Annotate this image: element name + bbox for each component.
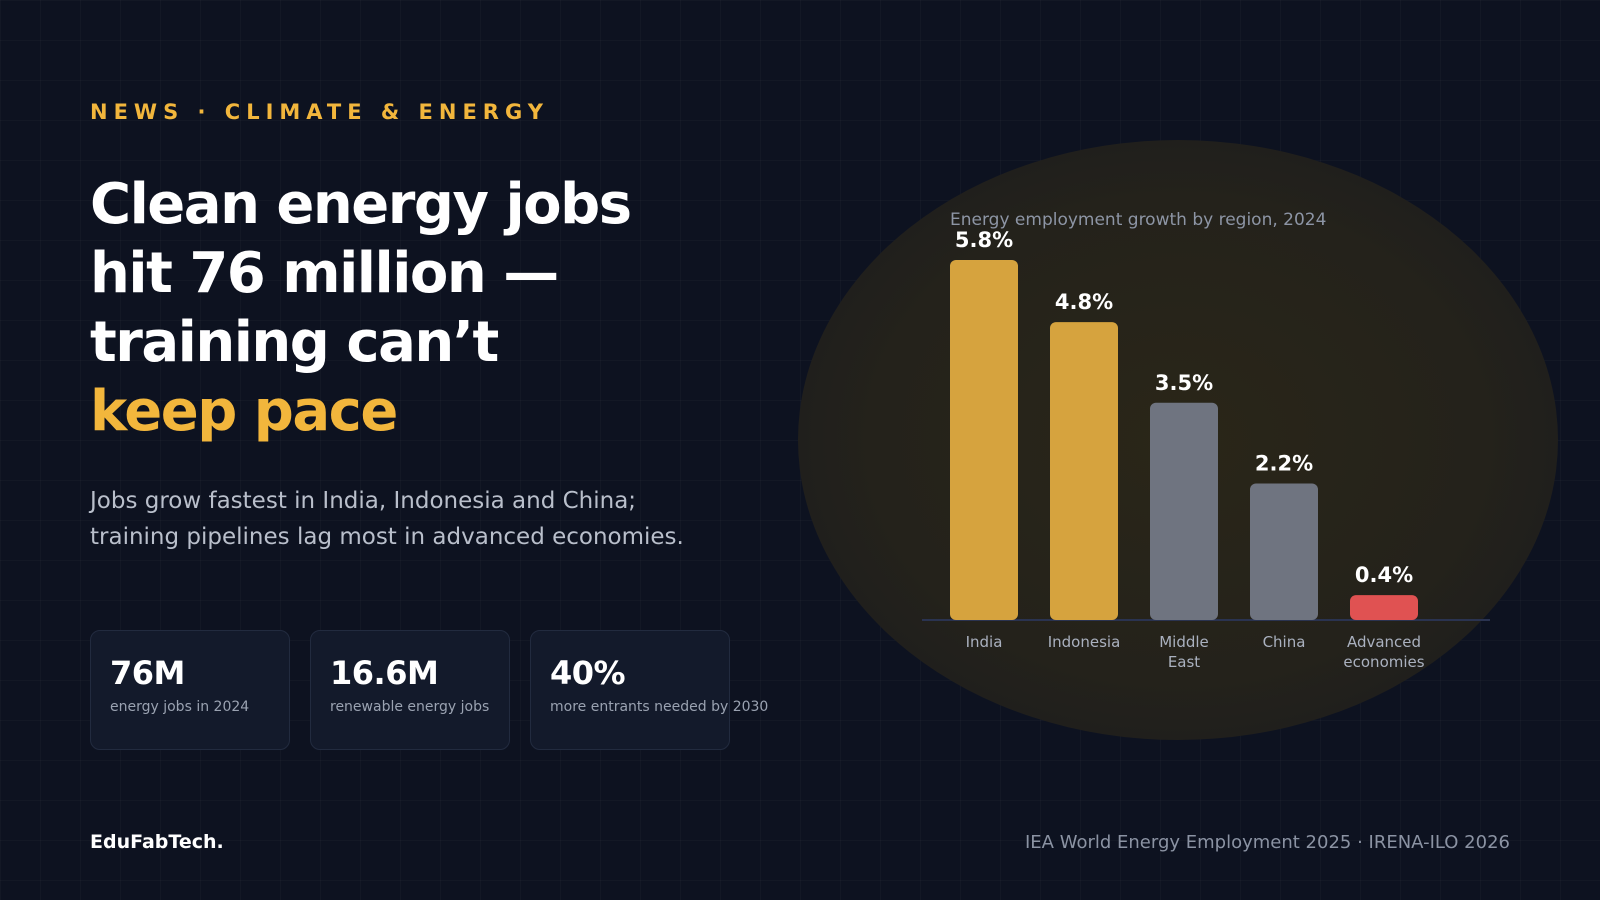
stat-card-entrants: 40% more entrants needed by 2030 <box>530 630 768 750</box>
headline-line-3: training can’t <box>90 310 499 375</box>
bar-2 <box>1150 402 1218 620</box>
bar-3 <box>1250 483 1318 620</box>
chart-title: Energy employment growth by region, 2024 <box>950 210 1326 230</box>
stat-card-jobs: 76M energy jobs in 2024 <box>90 630 290 750</box>
category-label: Indonesia <box>1048 633 1121 651</box>
source-note: IEA World Energy Employment 2025 · IRENA… <box>1025 832 1510 853</box>
category-label: Advanced economies <box>1343 633 1424 671</box>
section-kicker: NEWS · CLIMATE & ENERGY <box>90 100 549 124</box>
category-label: India <box>966 633 1003 651</box>
bar-value-label: 4.8% <box>1055 290 1113 314</box>
subtitle-line-2: training pipelines lag most in advanced … <box>90 524 684 550</box>
stat-label: energy jobs in 2024 <box>110 699 250 715</box>
headline-line-2: hit 76 million — <box>90 241 559 306</box>
chart-bars: 5.8% India 4.8% Indonesia 3.5% Middle East 2.2%… <box>950 228 1425 671</box>
bar-value-label: 2.2% <box>1255 451 1313 475</box>
bar-value-label: 3.5% <box>1155 371 1213 395</box>
stat-cards: 76M energy jobs in 2024 16.6M renewable … <box>90 630 768 750</box>
stat-label: renewable energy jobs <box>330 699 490 715</box>
bar-value-label: 5.8% <box>955 228 1013 252</box>
bar-1 <box>1050 322 1118 620</box>
stat-value: 40% <box>550 654 626 692</box>
stat-value: 16.6M <box>330 654 439 692</box>
subtitle: Jobs grow fastest in India, Indonesia an… <box>90 483 730 555</box>
bar-0 <box>950 260 1018 620</box>
headline: Clean energy jobs hit 76 million — train… <box>90 170 770 446</box>
category-label: Middle East <box>1159 633 1209 671</box>
stat-value: 76M <box>110 654 185 692</box>
category-label: China <box>1263 633 1306 651</box>
headline-line-1: Clean energy jobs <box>90 172 632 237</box>
headline-accent: keep pace <box>90 379 398 444</box>
subtitle-line-1: Jobs grow fastest in India, Indonesia an… <box>90 488 637 514</box>
brand-logo: EduFabTech. <box>90 831 224 853</box>
bar-4 <box>1350 595 1418 620</box>
bar-value-label: 0.4% <box>1355 563 1413 587</box>
stat-card-renewable: 16.6M renewable energy jobs <box>310 630 510 750</box>
